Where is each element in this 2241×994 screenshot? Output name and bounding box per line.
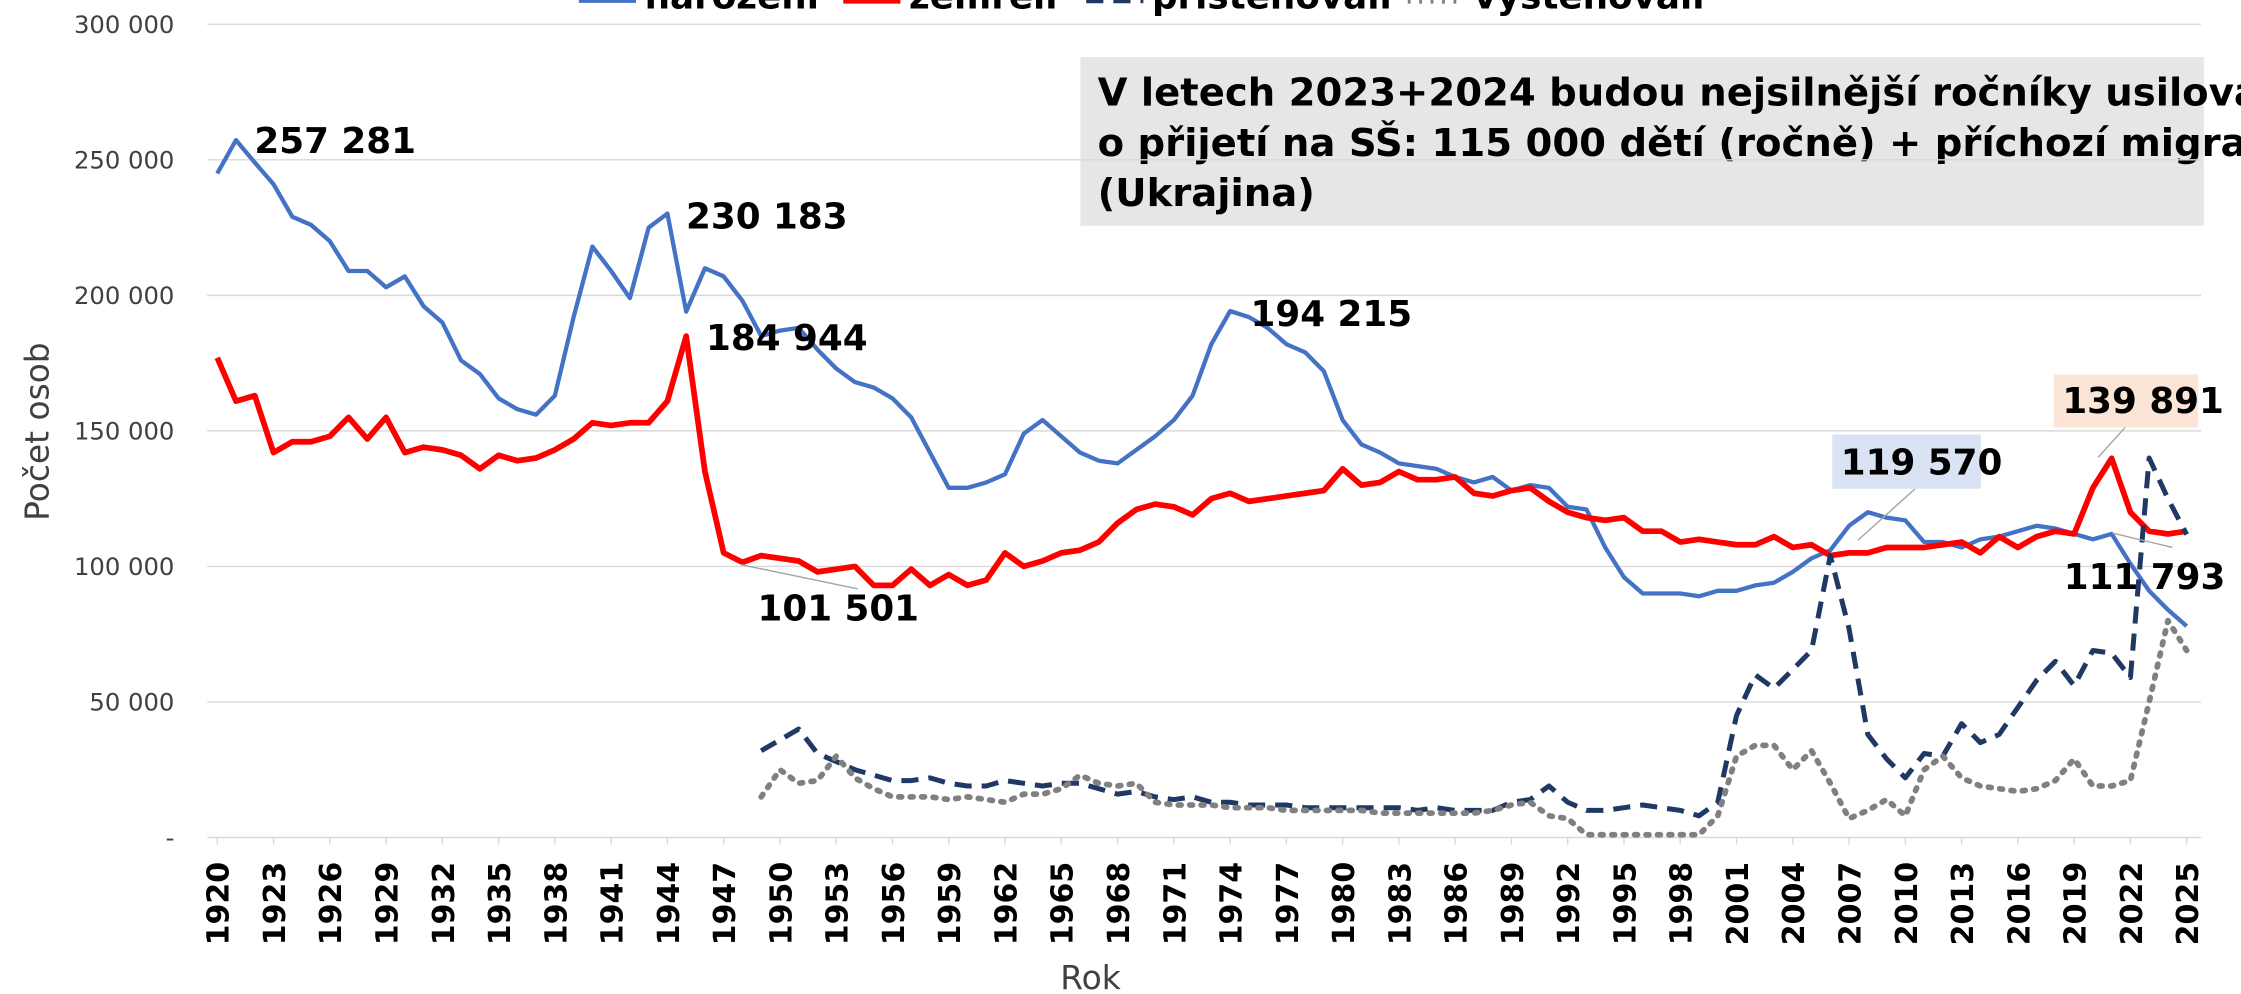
legend-label: vystěhovalí — [1474, 0, 1707, 18]
x-tick-label: 2013 — [1946, 862, 1981, 946]
x-tick-label: 2001 — [1721, 862, 1756, 946]
y-tick-label: - — [166, 823, 175, 852]
annotation-box — [1832, 434, 1981, 489]
x-tick-label: 1992 — [1552, 862, 1587, 946]
annotation: 119 570 — [1841, 442, 2003, 483]
y-tick-label: 100 000 — [74, 552, 174, 581]
x-tick-label: 1959 — [933, 862, 968, 946]
annotation: 230 183 — [686, 197, 848, 238]
series-line — [759, 455, 2189, 819]
x-tick-label: 1935 — [483, 862, 518, 946]
legend-label: zemřeli — [909, 0, 1058, 18]
annotation: 257 281 — [254, 121, 416, 162]
x-tick-label: 2025 — [2171, 862, 2206, 946]
annotation: 101 501 — [757, 588, 919, 629]
x-tick-label: 1977 — [1271, 862, 1306, 946]
note-box — [1080, 57, 2204, 226]
x-tick-label: 2019 — [2059, 862, 2094, 946]
x-tick-label: 1941 — [596, 862, 631, 946]
x-tick-label: 1971 — [1158, 862, 1193, 946]
annotation: 111 793 — [2064, 557, 2226, 598]
x-tick-label: 2004 — [1777, 862, 1812, 946]
x-tick-label: 1986 — [1440, 862, 1475, 945]
y-tick-label: 50 000 — [89, 688, 174, 717]
x-tick-label: 1965 — [1046, 862, 1081, 946]
leader-line — [2112, 532, 2173, 549]
x-tick-label: 1980 — [1327, 862, 1362, 946]
y-axis-label: Počet osob — [18, 342, 57, 521]
legend-label: narození — [645, 0, 821, 18]
annotation-box — [2053, 374, 2199, 428]
y-tick-label: 250 000 — [74, 145, 174, 174]
x-tick-label: 1923 — [258, 862, 293, 946]
y-tick-label: 300 000 — [74, 10, 174, 39]
x-tick-label: 1944 — [652, 862, 687, 946]
series-line — [758, 617, 2190, 838]
series-line — [214, 333, 2188, 589]
x-tick-label: 1947 — [708, 862, 743, 945]
x-tick-label: 2016 — [2002, 862, 2037, 946]
note-line: o přijetí na SŠ: 115 000 dětí (ročně) + … — [1098, 119, 2241, 166]
x-tick-label: 1929 — [370, 862, 405, 946]
x-tick-label: 1968 — [1102, 862, 1137, 946]
x-tick-label: 1920 — [202, 862, 237, 946]
note-line: (Ukrajina) — [1098, 171, 1315, 216]
x-tick-label: 1932 — [427, 862, 462, 946]
x-tick-label: 1995 — [1608, 862, 1643, 946]
annotation: 139 891 — [2062, 381, 2224, 422]
series-line — [215, 137, 2189, 628]
x-tick-label: 1989 — [1496, 862, 1531, 946]
leader-line — [740, 563, 858, 590]
y-tick-label: 200 000 — [74, 281, 174, 310]
x-tick-label: 1938 — [539, 862, 574, 946]
leader-line — [2097, 426, 2126, 458]
x-tick-label: 1962 — [989, 862, 1024, 946]
legend-label: přistěhovalí — [1152, 0, 1394, 18]
x-tick-label: 1950 — [764, 862, 799, 946]
y-tick-label: 150 000 — [74, 416, 174, 445]
annotation: 194 215 — [1251, 294, 1413, 335]
x-tick-label: 1956 — [877, 862, 912, 946]
leader-line — [1857, 488, 1916, 541]
x-tick-label: 2022 — [2115, 862, 2150, 946]
x-tick-label: 1926 — [314, 862, 349, 946]
annotation: 184 944 — [706, 318, 868, 359]
x-tick-label: 2007 — [1833, 862, 1868, 946]
x-tick-label: 1953 — [821, 862, 856, 946]
note-line: V letech 2023+2024 budou nejsilnější roč… — [1098, 71, 2241, 116]
x-tick-label: 1974 — [1215, 862, 1250, 946]
x-axis-label: Rok — [1060, 958, 1121, 994]
x-tick-label: 2010 — [1890, 862, 1925, 946]
x-tick-label: 1983 — [1383, 862, 1418, 946]
x-tick-label: 1998 — [1665, 862, 1700, 946]
